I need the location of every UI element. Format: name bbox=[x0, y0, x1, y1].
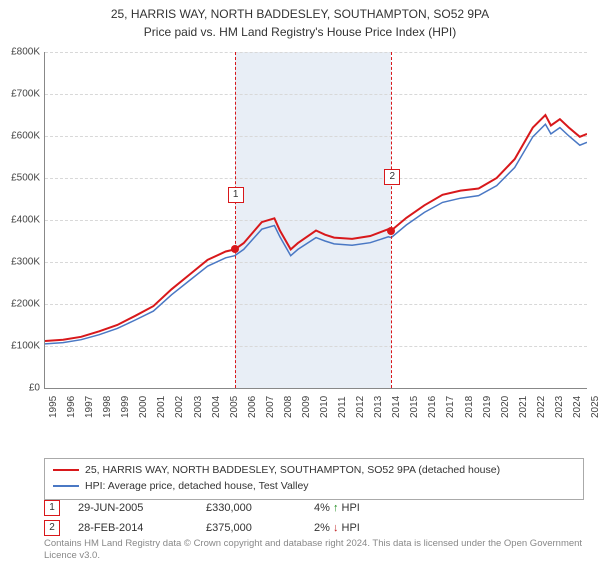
chart-title: 25, HARRIS WAY, NORTH BADDESLEY, SOUTHAM… bbox=[0, 6, 600, 23]
y-tick-label: £300K bbox=[0, 257, 40, 268]
series-line bbox=[45, 124, 587, 344]
x-tick-label: 2003 bbox=[193, 396, 204, 418]
line-series bbox=[45, 52, 587, 388]
x-tick-label: 2007 bbox=[265, 396, 276, 418]
x-tick-label: 2024 bbox=[572, 396, 583, 418]
legend-swatch bbox=[53, 485, 79, 487]
x-tick-label: 2017 bbox=[445, 396, 456, 418]
sale-marker-2: 2 bbox=[44, 520, 60, 536]
sale-guideline bbox=[235, 52, 236, 388]
x-tick-label: 2022 bbox=[536, 396, 547, 418]
legend-item: HPI: Average price, detached house, Test… bbox=[53, 479, 575, 495]
x-tick-label: 2021 bbox=[518, 396, 529, 418]
x-tick-label: 2015 bbox=[409, 396, 420, 418]
x-tick-label: 2009 bbox=[301, 396, 312, 418]
sale-marker-dot bbox=[231, 245, 239, 253]
sale-delta-2: 2% ↓ HPI bbox=[314, 522, 360, 534]
x-tick-label: 2019 bbox=[482, 396, 493, 418]
x-tick-label: 2018 bbox=[464, 396, 475, 418]
sale-price-2: £375,000 bbox=[206, 522, 306, 534]
x-tick-label: 1996 bbox=[66, 396, 77, 418]
sale-row-2: 2 28-FEB-2014 £375,000 2% ↓ HPI bbox=[44, 520, 584, 536]
x-tick-label: 2010 bbox=[319, 396, 330, 418]
legend: 25, HARRIS WAY, NORTH BADDESLEY, SOUTHAM… bbox=[44, 458, 584, 500]
y-tick-label: £800K bbox=[0, 47, 40, 58]
y-tick-label: £100K bbox=[0, 341, 40, 352]
x-tick-label: 2013 bbox=[373, 396, 384, 418]
x-tick-label: 2000 bbox=[138, 396, 149, 418]
plot-region: 12 bbox=[44, 52, 587, 389]
y-tick-label: £700K bbox=[0, 89, 40, 100]
sale-delta-1: 4% ↑ HPI bbox=[314, 502, 360, 514]
x-tick-label: 2006 bbox=[247, 396, 258, 418]
x-tick-label: 2012 bbox=[355, 396, 366, 418]
chart-area: 12 £0£100K£200K£300K£400K£500K£600K£700K… bbox=[44, 52, 586, 422]
x-tick-label: 2020 bbox=[500, 396, 511, 418]
legend-text: 25, HARRIS WAY, NORTH BADDESLEY, SOUTHAM… bbox=[85, 464, 500, 476]
sale-price-1: £330,000 bbox=[206, 502, 306, 514]
arrow-up-icon: ↑ bbox=[333, 502, 339, 514]
x-tick-label: 2016 bbox=[427, 396, 438, 418]
y-tick-label: £400K bbox=[0, 215, 40, 226]
x-tick-label: 2001 bbox=[156, 396, 167, 418]
y-tick-label: £200K bbox=[0, 299, 40, 310]
legend-item: 25, HARRIS WAY, NORTH BADDESLEY, SOUTHAM… bbox=[53, 463, 575, 479]
y-tick-label: £500K bbox=[0, 173, 40, 184]
x-tick-label: 2014 bbox=[391, 396, 402, 418]
sale-marker-label: 2 bbox=[384, 169, 400, 185]
sale-row-1: 1 29-JUN-2005 £330,000 4% ↑ HPI bbox=[44, 500, 584, 516]
x-tick-label: 2008 bbox=[283, 396, 294, 418]
x-tick-label: 2023 bbox=[554, 396, 565, 418]
x-tick-label: 1995 bbox=[48, 396, 59, 418]
y-tick-label: £600K bbox=[0, 131, 40, 142]
legend-swatch bbox=[53, 469, 79, 471]
y-tick-label: £0 bbox=[0, 383, 40, 394]
sale-marker-dot bbox=[387, 227, 395, 235]
sale-date-1: 29-JUN-2005 bbox=[78, 502, 198, 514]
x-tick-label: 2005 bbox=[229, 396, 240, 418]
legend-text: HPI: Average price, detached house, Test… bbox=[85, 480, 309, 492]
x-tick-label: 2002 bbox=[174, 396, 185, 418]
sale-guideline bbox=[391, 52, 392, 388]
x-tick-label: 2011 bbox=[337, 396, 348, 418]
series-line bbox=[45, 115, 587, 341]
sale-marker-label: 1 bbox=[228, 187, 244, 203]
x-tick-label: 1998 bbox=[102, 396, 113, 418]
x-tick-label: 1997 bbox=[84, 396, 95, 418]
sale-date-2: 28-FEB-2014 bbox=[78, 522, 198, 534]
x-tick-label: 1999 bbox=[120, 396, 131, 418]
sale-marker-1: 1 bbox=[44, 500, 60, 516]
x-tick-label: 2004 bbox=[211, 396, 222, 418]
x-tick-label: 2025 bbox=[590, 396, 600, 418]
arrow-down-icon: ↓ bbox=[333, 522, 339, 534]
chart-subtitle: Price paid vs. HM Land Registry's House … bbox=[0, 25, 600, 39]
footnote: Contains HM Land Registry data © Crown c… bbox=[44, 538, 584, 562]
